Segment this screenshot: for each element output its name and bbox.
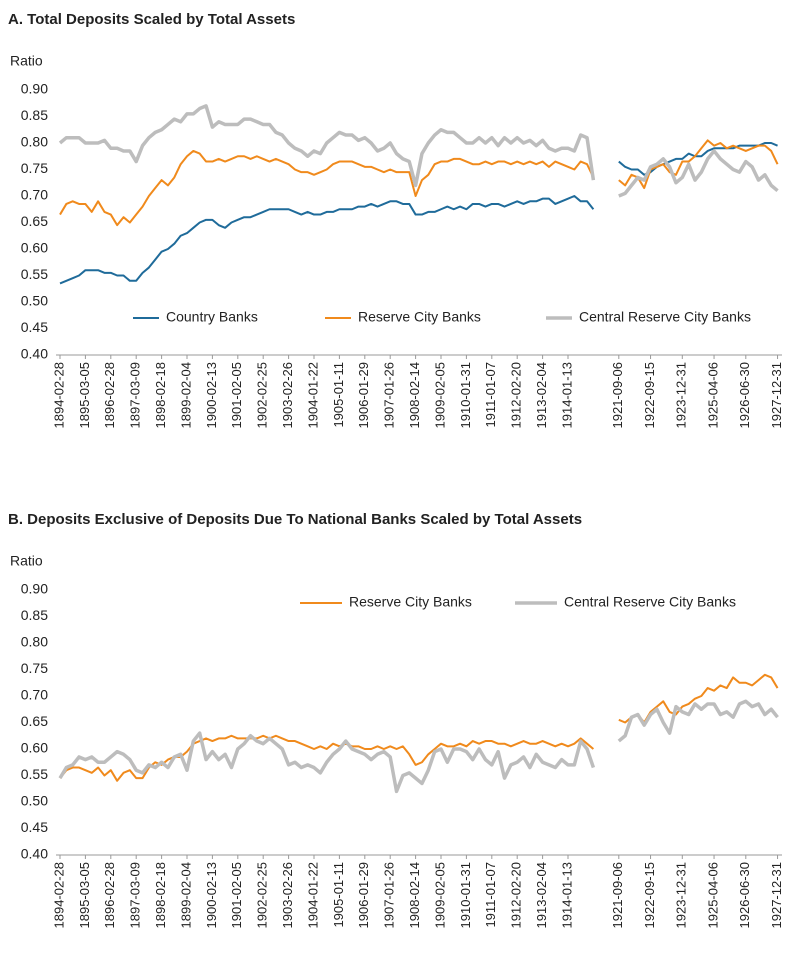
x-tick-label: 1897-03-09 <box>128 862 143 929</box>
y-tick-label: 0.85 <box>21 107 48 123</box>
x-tick-label: 1904-01-22 <box>305 362 320 429</box>
x-tick-label: 1914-01-13 <box>559 862 574 929</box>
x-tick-label: 1926-06-30 <box>737 862 752 929</box>
x-tick-label: 1900-02-13 <box>204 862 219 929</box>
x-tick-label: 1909-02-05 <box>432 362 447 429</box>
x-tick-label: 1900-02-13 <box>204 362 219 429</box>
x-tick-label: 1914-01-13 <box>559 362 574 429</box>
y-tick-label: 0.55 <box>21 266 48 282</box>
y-axis-label: Ratio <box>10 53 43 69</box>
x-tick-label: 1923-12-31 <box>674 362 689 429</box>
x-tick-label: 1895-03-05 <box>77 862 92 929</box>
y-tick-label: 0.70 <box>21 187 48 203</box>
chart-title: B. Deposits Exclusive of Deposits Due To… <box>8 511 582 528</box>
series-line <box>58 104 779 198</box>
legend-label: Country Banks <box>166 309 258 325</box>
y-tick-label: 0.80 <box>21 134 48 150</box>
x-tick-label: 1896-02-28 <box>102 862 117 929</box>
y-tick-label: 0.90 <box>21 581 48 597</box>
y-tick-label: 0.65 <box>21 713 48 729</box>
x-tick-label: 1910-01-31 <box>458 362 473 429</box>
x-tick-label: 1899-02-04 <box>178 362 193 429</box>
x-tick-label: 1905-01-11 <box>331 362 346 428</box>
y-tick-label: 0.90 <box>21 81 48 97</box>
x-tick-label: 1927-12-31 <box>769 862 784 929</box>
x-tick-label: 1911-01-07 <box>483 362 498 428</box>
x-tick-label: 1901-02-05 <box>229 862 244 929</box>
x-tick-label: 1910-01-31 <box>458 862 473 929</box>
y-tick-label: 0.75 <box>21 660 48 676</box>
x-tick-label: 1898-02-18 <box>153 362 168 429</box>
x-tick-label: 1894-02-28 <box>51 362 66 429</box>
y-tick-label: 0.45 <box>21 819 48 835</box>
y-tick-label: 0.45 <box>21 319 48 335</box>
x-tick-label: 1904-01-22 <box>305 862 320 929</box>
x-tick-label: 1905-01-11 <box>331 862 346 928</box>
x-tick-label: 1906-01-29 <box>356 362 371 429</box>
x-tick-label: 1921-09-06 <box>610 862 625 929</box>
x-tick-label: 1925-04-06 <box>705 862 720 929</box>
y-tick-label: 0.40 <box>21 346 48 362</box>
x-tick-label: 1908-02-14 <box>407 862 422 929</box>
x-tick-label: 1907-01-26 <box>382 362 397 429</box>
x-tick-label: 1903-02-26 <box>280 362 295 429</box>
x-tick-label: 1897-03-09 <box>128 362 143 429</box>
legend-label: Reserve City Banks <box>358 309 481 325</box>
series-line <box>59 139 779 227</box>
x-tick-label: 1923-12-31 <box>674 862 689 929</box>
y-tick-label: 0.60 <box>21 740 48 756</box>
x-tick-label: 1927-12-31 <box>769 362 784 429</box>
y-tick-label: 0.65 <box>21 213 48 229</box>
x-tick-label: 1901-02-05 <box>229 362 244 429</box>
legend-label: Central Reserve City Banks <box>564 594 736 610</box>
x-tick-label: 1912-02-20 <box>509 362 524 429</box>
x-tick-label: 1902-02-25 <box>255 862 270 929</box>
x-tick-label: 1902-02-25 <box>255 362 270 429</box>
x-tick-label: 1921-09-06 <box>610 362 625 429</box>
y-tick-label: 0.50 <box>21 793 48 809</box>
y-tick-label: 0.60 <box>21 240 48 256</box>
y-tick-label: 0.80 <box>21 634 48 650</box>
x-tick-label: 1907-01-26 <box>382 862 397 929</box>
chart-title: A. Total Deposits Scaled by Total Assets <box>8 11 295 28</box>
y-tick-label: 0.55 <box>21 766 48 782</box>
x-tick-label: 1908-02-14 <box>407 362 422 429</box>
x-tick-label: 1925-04-06 <box>705 362 720 429</box>
x-tick-label: 1903-02-26 <box>280 862 295 929</box>
y-tick-label: 0.85 <box>21 607 48 623</box>
x-tick-label: 1913-02-04 <box>534 362 549 429</box>
x-tick-label: 1911-01-07 <box>483 862 498 928</box>
legend-label: Central Reserve City Banks <box>579 309 751 325</box>
y-tick-label: 0.75 <box>21 160 48 176</box>
x-tick-label: 1913-02-04 <box>534 862 549 929</box>
y-tick-label: 0.70 <box>21 687 48 703</box>
x-tick-label: 1906-01-29 <box>356 862 371 929</box>
x-tick-label: 1896-02-28 <box>102 362 117 429</box>
y-tick-label: 0.50 <box>21 293 48 309</box>
x-tick-label: 1899-02-04 <box>178 862 193 929</box>
legend-label: Reserve City Banks <box>349 594 472 610</box>
x-tick-label: 1922-09-15 <box>642 362 657 429</box>
x-tick-label: 1912-02-20 <box>509 862 524 929</box>
x-tick-label: 1894-02-28 <box>51 862 66 929</box>
x-tick-label: 1895-03-05 <box>77 362 92 429</box>
series-line <box>58 699 779 794</box>
y-axis-label: Ratio <box>10 553 43 569</box>
x-tick-label: 1909-02-05 <box>432 862 447 929</box>
y-tick-label: 0.40 <box>21 846 48 862</box>
x-tick-label: 1898-02-18 <box>153 862 168 929</box>
x-tick-label: 1922-09-15 <box>642 862 657 929</box>
x-tick-label: 1926-06-30 <box>737 362 752 429</box>
